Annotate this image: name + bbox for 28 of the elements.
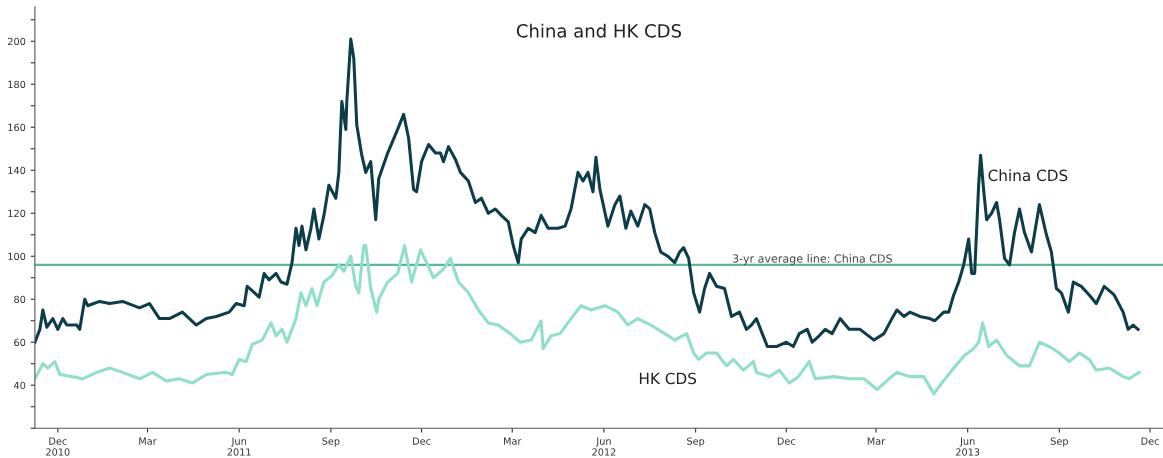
- x-tick-label: Mar: [139, 437, 157, 445]
- y-tick-label: 160: [8, 123, 26, 132]
- y-tick-label: 120: [8, 209, 26, 218]
- x-tick-label: Sep: [1050, 437, 1068, 447]
- line-series: [34, 243, 1141, 396]
- y-tick-label: 180: [8, 80, 26, 89]
- y-tick-label: 40: [13, 381, 26, 390]
- annotation: China CDS: [988, 169, 1068, 182]
- y-tick-label: 140: [8, 166, 26, 175]
- y-tick-label: 80: [14, 295, 26, 304]
- ref-line-label: 3-yr average line: China CDS: [732, 254, 892, 265]
- x-tick-label: Dec 2010: [46, 437, 70, 456]
- x-tick-label: Sep: [322, 437, 340, 447]
- x-tick-label: Mar: [867, 437, 886, 445]
- text: China and HK CDS: [516, 23, 682, 38]
- y-tick-label: 60: [14, 338, 26, 347]
- x-tick-label: Sep: [687, 437, 705, 447]
- y-tick-label: 100: [8, 252, 26, 261]
- x-tick-label: Dec: [777, 437, 796, 445]
- x-tick-label: Jun 2011: [227, 437, 251, 456]
- x-tick-label: Dec: [1141, 437, 1159, 445]
- annotation: HK CDS: [639, 372, 697, 385]
- x-tick-label: Mar: [504, 437, 522, 445]
- x-tick-label: Jun 2012: [592, 437, 616, 456]
- y-tick-label: 200: [8, 37, 26, 46]
- x-tick-label: Jun 2013: [956, 437, 980, 456]
- x-tick-label: Dec: [413, 437, 431, 445]
- line-series: [34, 37, 1140, 349]
